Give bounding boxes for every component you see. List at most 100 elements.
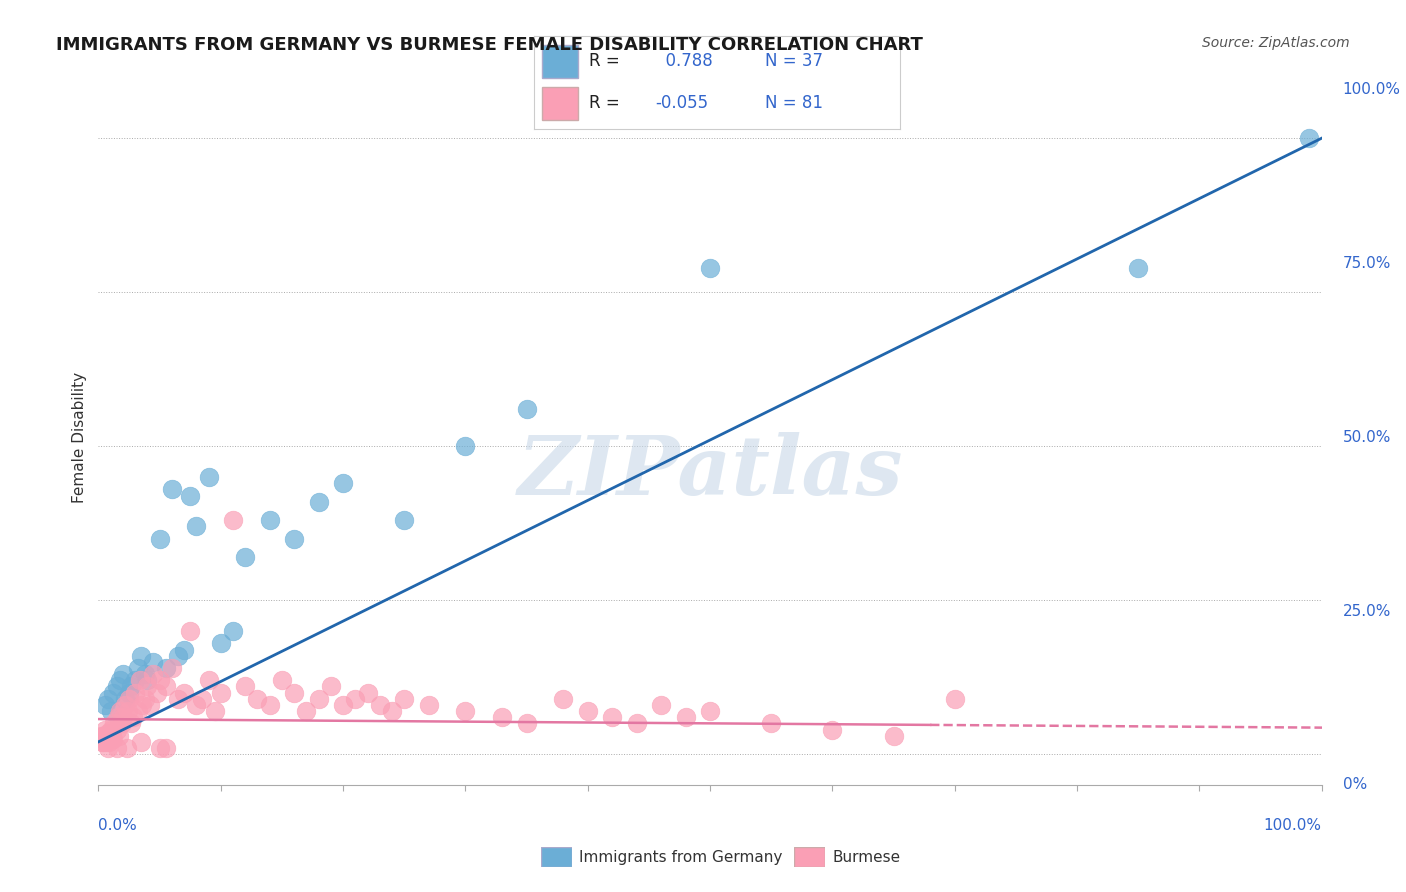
Point — [761, 716, 783, 731]
Point — [103, 716, 125, 731]
Point — [131, 698, 153, 712]
Point — [553, 691, 575, 706]
Point — [295, 704, 318, 718]
Point — [259, 513, 281, 527]
Point — [111, 716, 134, 731]
Point — [332, 476, 354, 491]
Point — [98, 735, 121, 749]
Point — [111, 710, 134, 724]
Point — [118, 685, 141, 699]
Point — [134, 667, 156, 681]
Point — [943, 691, 966, 706]
Point — [699, 704, 721, 718]
Point — [381, 704, 404, 718]
Point — [186, 519, 208, 533]
Point — [270, 673, 294, 688]
Point — [94, 735, 117, 749]
Point — [392, 691, 416, 706]
Point — [356, 685, 378, 699]
Point — [332, 698, 354, 712]
Point — [515, 716, 537, 731]
Text: IMMIGRANTS FROM GERMANY VS BURMESE FEMALE DISABILITY CORRELATION CHART: IMMIGRANTS FROM GERMANY VS BURMESE FEMAL… — [56, 36, 924, 54]
Point — [149, 673, 172, 688]
Y-axis label: Female Disability: Female Disability — [72, 371, 87, 503]
Point — [114, 698, 136, 712]
Point — [100, 704, 122, 718]
Text: R =: R = — [589, 95, 620, 112]
Point — [191, 691, 214, 706]
Point — [124, 673, 146, 688]
Point — [515, 402, 537, 417]
Text: ZIPatlas: ZIPatlas — [517, 432, 903, 512]
Point — [91, 735, 114, 749]
Point — [626, 716, 648, 731]
Point — [110, 673, 132, 688]
Point — [110, 704, 132, 718]
Point — [454, 439, 477, 453]
Text: 50.0%: 50.0% — [1343, 430, 1391, 444]
Point — [650, 698, 672, 712]
Point — [97, 725, 120, 739]
Point — [222, 513, 245, 527]
Point — [699, 260, 721, 275]
Point — [883, 729, 905, 743]
Text: 0%: 0% — [1343, 778, 1367, 792]
Text: 75.0%: 75.0% — [1343, 256, 1391, 270]
Text: R =: R = — [589, 52, 620, 70]
Point — [209, 685, 232, 699]
Point — [197, 673, 219, 688]
Point — [120, 680, 142, 694]
Point — [179, 624, 201, 638]
Point — [129, 735, 152, 749]
Text: 25.0%: 25.0% — [1343, 604, 1391, 618]
Point — [129, 673, 152, 688]
Point — [105, 741, 128, 756]
Point — [233, 550, 256, 565]
Point — [118, 691, 141, 706]
Point — [93, 698, 115, 712]
Text: -0.055: -0.055 — [655, 95, 709, 112]
Point — [392, 513, 416, 527]
Point — [107, 710, 129, 724]
Text: Burmese: Burmese — [832, 850, 900, 864]
Point — [179, 489, 201, 503]
Point — [134, 691, 156, 706]
Text: 100.0%: 100.0% — [1264, 818, 1322, 832]
Point — [821, 723, 844, 737]
Point — [308, 494, 330, 508]
Point — [114, 691, 136, 706]
Point — [233, 680, 256, 694]
Point — [142, 667, 165, 681]
Point — [576, 704, 599, 718]
Point — [93, 723, 115, 737]
Point — [368, 698, 391, 712]
Point — [160, 661, 183, 675]
Point — [136, 673, 159, 688]
Point — [600, 710, 623, 724]
Point — [91, 729, 114, 743]
Point — [319, 680, 342, 694]
Point — [155, 661, 177, 675]
Point — [222, 624, 245, 638]
Point — [97, 691, 120, 706]
Point — [160, 483, 183, 497]
Point — [204, 704, 226, 718]
Point — [1298, 131, 1320, 145]
Point — [97, 741, 120, 756]
Point — [121, 710, 143, 724]
FancyBboxPatch shape — [541, 45, 578, 78]
Point — [149, 532, 172, 546]
Point — [149, 741, 172, 756]
Point — [115, 741, 138, 756]
Point — [100, 723, 122, 737]
Point — [108, 729, 131, 743]
Point — [283, 532, 305, 546]
Point — [127, 704, 149, 718]
Text: 0.788: 0.788 — [655, 52, 713, 70]
Point — [136, 680, 159, 694]
Point — [124, 685, 146, 699]
Point — [155, 741, 177, 756]
Point — [101, 685, 124, 699]
Point — [155, 680, 177, 694]
Point — [167, 691, 190, 706]
